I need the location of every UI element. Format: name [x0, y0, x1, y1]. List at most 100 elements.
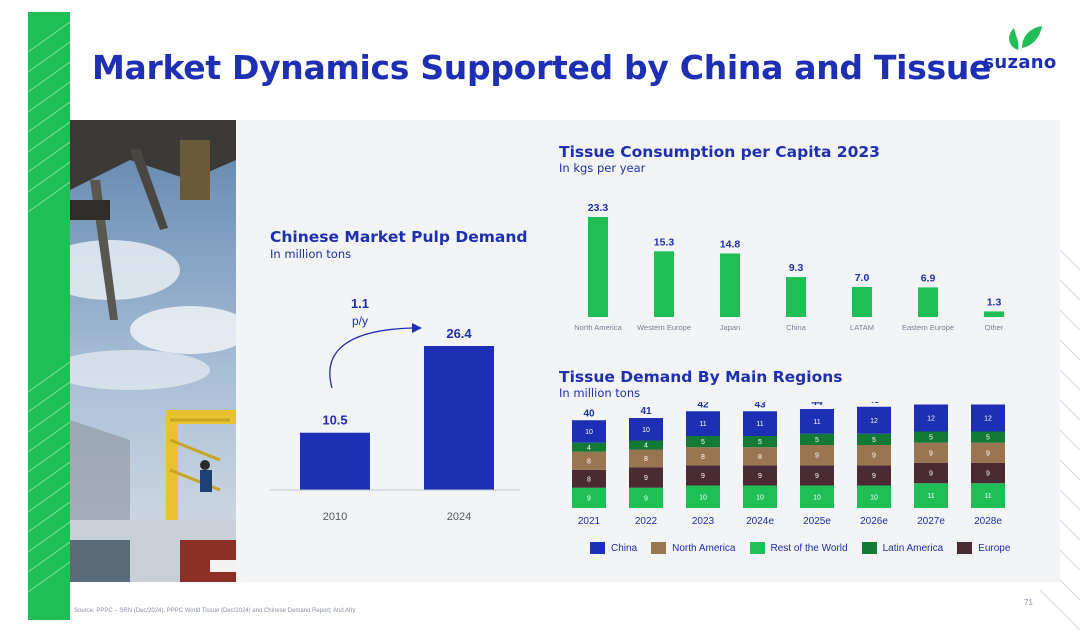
chart-regions: 9 8 8 4 10 40 2021 9 9 8 4 10 41 2022 10 9 8 5 11 42 2023 10 9…	[572, 402, 1005, 527]
segment-china-2027e	[914, 404, 948, 432]
value-label-2010: 10.5	[322, 413, 347, 428]
legend-label: Europe	[978, 542, 1011, 554]
chart-subtitle-per-capita: In kgs per year	[559, 161, 646, 175]
segment-label-north-america-2027e: 9	[929, 450, 933, 457]
x-tick-5: Eastern Europe	[902, 323, 954, 332]
segment-label-rest-of-the-world-2027e: 11	[927, 493, 934, 500]
slide-title: Market Dynamics Supported by China and T…	[92, 48, 992, 87]
x-tick-6: Other	[985, 323, 1004, 332]
segment-label-rest-of-the-world-2023: 10	[699, 494, 707, 501]
segment-rest-of-the-world-2025e	[800, 485, 834, 508]
segment-china-2026e	[857, 406, 891, 434]
segment-north-america-2025e	[800, 445, 834, 466]
segment-china-2024e	[743, 411, 777, 436]
segment-label-latin-america-2028e: 5	[986, 435, 990, 442]
accent-bar	[28, 12, 70, 620]
segment-label-rest-of-the-world-2021: 9	[587, 495, 591, 502]
value-label-6: 1.3	[987, 296, 1002, 308]
chart-legend: China North America Rest of the World Latin…	[590, 540, 1024, 556]
segment-north-america-2026e	[857, 445, 891, 466]
segment-label-rest-of-the-world-2025e: 10	[813, 494, 821, 501]
segment-label-north-america-2022: 8	[644, 456, 648, 463]
segment-europe-2028e	[971, 463, 1005, 484]
bar-latam	[852, 286, 872, 317]
segment-label-north-america-2028e: 9	[986, 450, 990, 457]
segment-label-rest-of-the-world-2024e: 10	[756, 494, 764, 501]
segment-north-america-2021	[572, 451, 606, 470]
source-note: Source: PPPC – SRN (Dec/2024), PPPC Worl…	[74, 608, 356, 614]
value-label-0: 23.3	[588, 202, 609, 214]
logo-text: suzano	[983, 52, 1057, 73]
segment-label-latin-america-2022: 4	[644, 443, 648, 450]
legend-item-china: China	[590, 542, 637, 554]
x-tick-2010: 2010	[323, 511, 347, 523]
value-label-1: 15.3	[654, 236, 675, 248]
segment-label-europe-2021: 8	[587, 476, 591, 483]
x-tick-2026e: 2026e	[860, 516, 888, 527]
segment-europe-2025e	[800, 465, 834, 486]
segment-label-latin-america-2021: 4	[587, 445, 591, 452]
segment-label-china-2024e: 11	[756, 421, 763, 428]
segment-label-latin-america-2023: 5	[701, 439, 705, 446]
legend-label: Rest of the World	[770, 542, 848, 554]
legend-swatch	[749, 542, 765, 554]
x-tick-2023: 2023	[692, 516, 715, 527]
leaf-icon	[1009, 26, 1042, 50]
segment-rest-of-the-world-2023	[686, 485, 720, 508]
x-tick-2024: 2024	[447, 511, 471, 523]
bar-western-europe	[654, 251, 674, 317]
chart-title-pulp: Chinese Market Pulp Demand	[270, 228, 528, 246]
segment-rest-of-the-world-2021	[572, 487, 606, 508]
segment-label-europe-2026e: 9	[872, 473, 876, 480]
legend-item-latin-america: Latin America	[861, 542, 944, 554]
bar-japan	[720, 253, 740, 317]
total-label-2023: 42	[697, 402, 709, 410]
chart-pulp: 10.5 2010 26.4 2024 1.1 p/y	[270, 296, 520, 523]
segment-label-rest-of-the-world-2026e: 10	[870, 494, 878, 501]
segment-label-china-2022: 10	[642, 427, 650, 434]
bar-china	[786, 277, 806, 317]
total-label-2021: 40	[583, 408, 595, 419]
segment-china-2023	[686, 411, 720, 436]
segment-label-china-2026e: 12	[870, 418, 878, 425]
bar-other	[984, 311, 1004, 317]
segment-europe-2022	[629, 467, 663, 488]
x-tick-2: Japan	[720, 323, 740, 332]
x-tick-4: LATAM	[850, 323, 874, 332]
legend-item-rest-of-the-world: Rest of the World	[749, 542, 848, 554]
segment-rest-of-the-world-2022	[629, 487, 663, 508]
segment-latin-america-2023	[686, 436, 720, 448]
chart-subtitle-pulp: In million tons	[270, 247, 352, 261]
port-photo	[70, 120, 236, 582]
segment-label-latin-america-2025e: 5	[815, 437, 819, 444]
segment-rest-of-the-world-2024e	[743, 485, 777, 508]
segment-north-america-2022	[629, 449, 663, 468]
x-tick-2021: 2021	[578, 516, 601, 527]
segment-rest-of-the-world-2026e	[857, 485, 891, 508]
segment-europe-2026e	[857, 465, 891, 486]
segment-label-north-america-2021: 8	[587, 458, 591, 465]
legend-label: Latin America	[882, 542, 944, 554]
segment-label-north-america-2025e: 9	[815, 453, 819, 460]
segment-north-america-2028e	[971, 442, 1005, 463]
segment-label-latin-america-2024e: 5	[758, 439, 762, 446]
segment-label-europe-2022: 9	[644, 475, 648, 482]
x-tick-2025e: 2025e	[803, 516, 831, 527]
segment-rest-of-the-world-2028e	[971, 483, 1005, 508]
segment-north-america-2023	[686, 447, 720, 466]
value-label-2024: 26.4	[446, 326, 472, 341]
segment-north-america-2024e	[743, 447, 777, 466]
segment-europe-2021	[572, 469, 606, 488]
segment-europe-2027e	[914, 463, 948, 484]
segment-label-china-2025e: 11	[813, 419, 820, 426]
value-label-5: 6.9	[921, 272, 936, 284]
segment-europe-2023	[686, 465, 720, 486]
segment-label-china-2023: 11	[699, 421, 706, 428]
total-label-2027e: 46	[925, 402, 937, 404]
total-label-2026e: 45	[868, 402, 880, 406]
legend-swatch	[590, 542, 605, 554]
decorative-lines	[1039, 239, 1080, 630]
segment-latin-america-2028e	[971, 431, 1005, 443]
segment-label-north-america-2023: 8	[701, 454, 705, 461]
legend-item-europe: Europe	[957, 542, 1010, 554]
